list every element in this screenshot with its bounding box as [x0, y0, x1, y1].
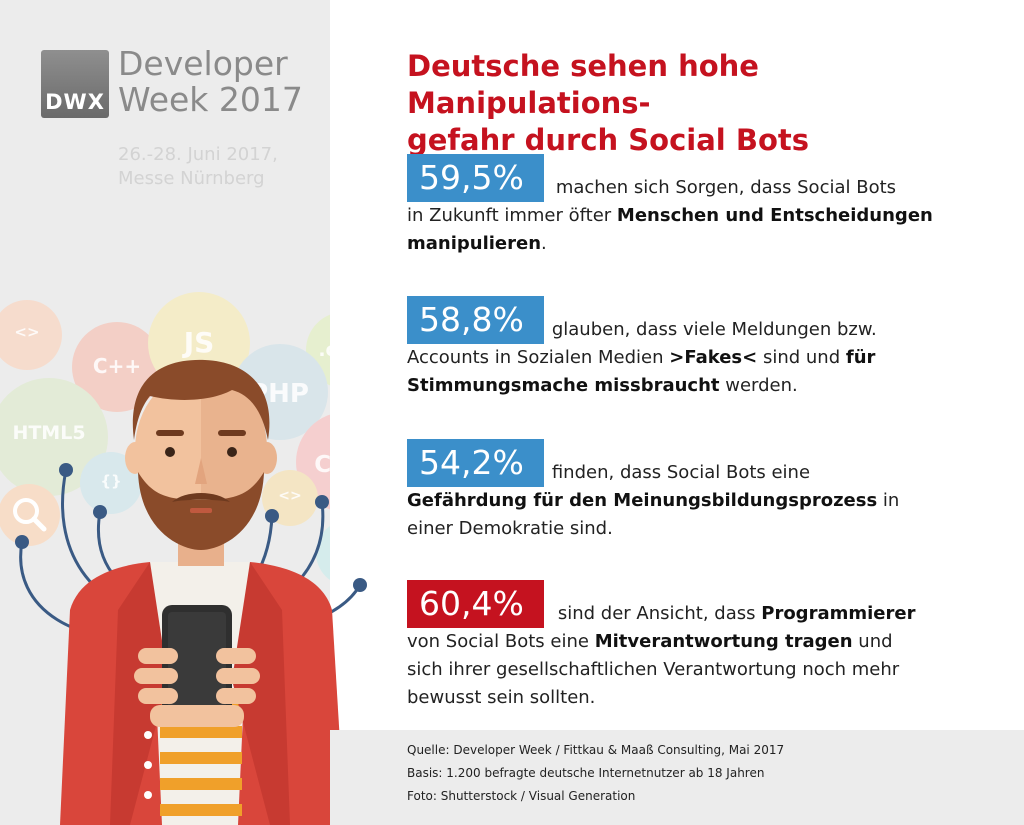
stat-1-text3: .: [541, 233, 547, 254]
jacket-lapel-right: [232, 562, 290, 825]
stat-4-bold1: Programmierer: [761, 603, 916, 624]
mouth: [190, 508, 212, 513]
stat-2-text4: werden.: [719, 375, 798, 396]
event-name-line1: Developer: [118, 44, 288, 83]
stat-2-line2: Accounts in Sozialen Medien >Fakes< sind…: [407, 344, 1007, 372]
event-date-line2: Messe Nürnberg: [118, 168, 265, 189]
bubble-css3-label: CSS3: [314, 452, 330, 478]
stat-4-line1: 60,4% sind der Ansicht, dass Programmiere…: [407, 580, 1007, 628]
stat-4-text5: bewusst sein sollten.: [407, 687, 596, 708]
dwx-logo: DWX: [41, 50, 109, 118]
event-date-line1: 26.-28. Juni 2017,: [118, 144, 278, 165]
ear-right: [257, 442, 277, 474]
stat-1-bold1: Menschen und Entscheidungen: [616, 205, 933, 226]
stat-2-bold3: Stimmungsmache missbraucht: [407, 375, 720, 396]
wire-nodes: [15, 463, 367, 592]
hair: [132, 359, 270, 440]
stat-4-bold2: Mitverantwortung tragen: [594, 631, 853, 652]
stat-2-percent-badge: 58,8%: [407, 296, 544, 344]
stat-4-line4: bewusst sein sollten.: [407, 684, 1007, 712]
stat-2-bold2: für: [845, 347, 876, 368]
eye-right: [227, 447, 237, 457]
stat-2: 58,8% glauben, dass viele Meldungen bzw. …: [407, 296, 1007, 400]
stat-4-percent-badge: 60,4%: [407, 580, 544, 628]
footer-photo-credit: Foto: Shutterstock / Visual Generation: [407, 789, 636, 803]
smartphone-screen: [168, 612, 226, 716]
stat-2-bold1: >Fakes<: [669, 347, 758, 368]
stat-1-percent-badge: 59,5%: [407, 154, 544, 202]
stat-4-line2: von Social Bots eine Mitverantwortung tr…: [407, 628, 1007, 656]
stat-1-line3: manipulieren.: [407, 230, 1007, 258]
stat-3-bold1: Gefährdung für den Meinungsbildungsproze…: [407, 490, 878, 511]
stat-3-line1: 54,2% finden, dass Social Bots eine: [407, 439, 1007, 487]
stat-4: 60,4% sind der Ansicht, dass Programmiere…: [407, 580, 1007, 712]
stat-3-text3: einer Demokratie sind.: [407, 518, 613, 539]
logo-text: DWX: [45, 90, 105, 114]
eyebrow-left: [156, 430, 184, 436]
stat-4-line3: sich ihrer gesellschaftlichen Verantwort…: [407, 656, 1007, 684]
bubble-html5-label: HTML5: [12, 422, 86, 444]
bubble-cpp-label: C++: [92, 354, 142, 378]
eye-left: [165, 447, 175, 457]
footer: Quelle: Developer Week / Fittkau & Maaß …: [330, 730, 1024, 825]
stat-1-bold2: manipulieren: [407, 233, 542, 254]
stat-3: 54,2% finden, dass Social Bots eine Gefäh…: [407, 439, 1007, 543]
event-name-line2: Week 2017: [118, 80, 303, 119]
bubble-code-label: <>: [14, 323, 40, 341]
stat-1: 59,5% machen sich Sorgen, dass Social Bot…: [407, 154, 1007, 258]
bubble-code-small-label: <>: [278, 488, 302, 504]
headline-line1: Deutsche sehen hohe Manipulations-: [407, 49, 759, 120]
eyebrow-right: [218, 430, 246, 436]
stat-4-text1: sind der Ansicht, dass: [557, 603, 762, 624]
search-icon: [0, 484, 60, 546]
hands: [134, 648, 260, 727]
headline-line2: gefahr durch Social Bots: [407, 123, 809, 157]
stat-2-line1: 58,8% glauben, dass viele Meldungen bzw.: [407, 296, 1007, 344]
stat-2-line3: Stimmungsmache missbraucht werden.: [407, 372, 1007, 400]
magnifier-glyph: [13, 498, 47, 532]
stat-4-text4: sich ihrer gesellschaftlichen Verantwort…: [407, 659, 900, 680]
stat-3-text2: in: [877, 490, 900, 511]
man-with-phone-illustration: [15, 359, 367, 825]
event-date: 26.-28. Juni 2017, Messe Nürnberg: [118, 143, 278, 191]
stat-1-text2: in Zukunft immer öfter: [407, 205, 617, 226]
footer-basis: Basis: 1.200 befragte deutsche Internetn…: [407, 766, 765, 780]
headline: Deutsche sehen hohe Manipulations- gefah…: [407, 48, 1007, 159]
event-name: Developer Week 2017: [118, 46, 303, 118]
stat-2-text3: sind und: [757, 347, 846, 368]
stat-3-line2: Gefährdung für den Meinungsbildungsproze…: [407, 487, 1007, 515]
nose: [195, 458, 207, 484]
jacket-buttons: [144, 731, 152, 799]
stat-3-line3: einer Demokratie sind.: [407, 515, 1007, 543]
stat-3-text1: finden, dass Social Bots eine: [551, 462, 811, 483]
ear-left: [125, 442, 145, 474]
stat-2-text1: glauben, dass viele Meldungen bzw.: [551, 319, 877, 340]
mustache: [172, 493, 230, 502]
stat-1-text1: machen sich Sorgen, dass Social Bots: [555, 177, 897, 198]
bubble-braces-label: {}: [100, 472, 122, 490]
bubble-com-label: .com: [318, 339, 330, 361]
stat-2-text2: Accounts in Sozialen Medien: [407, 347, 670, 368]
stat-4-text2: von Social Bots eine: [407, 631, 595, 652]
stat-1-line2: in Zukunft immer öfter Menschen und Ents…: [407, 202, 1007, 230]
footer-source: Quelle: Developer Week / Fittkau & Maaß …: [407, 743, 785, 757]
bubble-code: [0, 300, 62, 370]
bubble-js-label: JS: [183, 326, 215, 359]
stat-3-percent-badge: 54,2%: [407, 439, 544, 487]
stat-4-text3: und: [852, 631, 893, 652]
stat-1-line1: 59,5% machen sich Sorgen, dass Social Bot…: [407, 154, 1007, 202]
